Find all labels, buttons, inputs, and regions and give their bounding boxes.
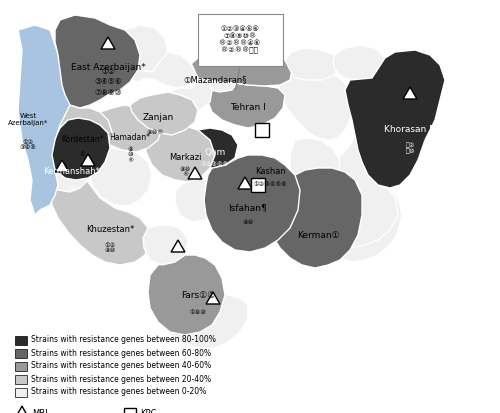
Polygon shape (206, 292, 220, 304)
Polygon shape (200, 72, 238, 92)
Text: ①②③④⑤⑥: ①②③④⑤⑥ (253, 183, 287, 188)
Text: ①②
⑨⑩: ①② ⑨⑩ (104, 242, 116, 254)
Text: Markazi: Markazi (169, 154, 201, 162)
Polygon shape (130, 52, 198, 88)
Polygon shape (18, 25, 70, 215)
Text: ①Mazandaran§: ①Mazandaran§ (184, 76, 246, 85)
Text: Strains with resistance genes between 0-20%: Strains with resistance genes between 0-… (31, 387, 206, 396)
Text: Strains with resistance genes between 20-40%: Strains with resistance genes between 20… (31, 375, 211, 384)
Text: West
Azerbaijan*: West Azerbaijan* (8, 114, 48, 126)
Polygon shape (130, 92, 198, 135)
Text: Khuzestan*: Khuzestan* (86, 225, 134, 235)
Bar (255, 123, 269, 137)
Text: ⑱②
⑯⑩: ⑱② ⑯⑩ (406, 142, 414, 154)
Polygon shape (175, 178, 218, 222)
Polygon shape (55, 160, 69, 172)
Text: Khorasan R: Khorasan R (384, 126, 436, 135)
Polygon shape (55, 105, 112, 162)
Text: ⑨⑩®: ⑨⑩® (146, 130, 164, 135)
Polygon shape (328, 188, 402, 262)
Text: ①②③④⑤: ①②③④⑤ (201, 162, 229, 168)
Polygon shape (145, 125, 215, 182)
Text: ⑨⑩: ⑨⑩ (242, 219, 254, 225)
Text: Kordestan*: Kordestan* (61, 135, 104, 145)
Text: ①②
③④⑤: ①② ③④⑤ (20, 140, 36, 150)
Text: MBL: MBL (32, 408, 50, 413)
Text: Strains with resistance genes between 40-60%: Strains with resistance genes between 40… (31, 361, 211, 370)
Text: Zanjan: Zanjan (142, 114, 174, 123)
Bar (124, 408, 136, 413)
Text: ①②③④⑤⑥
⑦⑧⑨⑩®
®②®®④⑥
®②®®⑫⑬: ①②③④⑤⑥ ⑦⑧⑨⑩® ®②®®④⑥ ®②®®⑫⑬ (220, 26, 260, 54)
Polygon shape (81, 154, 95, 166)
Polygon shape (290, 138, 340, 190)
Polygon shape (190, 50, 292, 86)
Text: Hamadan*: Hamadan* (110, 133, 150, 142)
Polygon shape (320, 135, 398, 248)
Bar (15, 387, 27, 396)
Polygon shape (16, 406, 28, 413)
Text: ①⑨⑩: ①⑨⑩ (190, 309, 206, 315)
Polygon shape (101, 37, 115, 49)
Text: KPC: KPC (140, 408, 156, 413)
Text: Kashan: Kashan (254, 168, 286, 176)
Polygon shape (150, 292, 248, 348)
Polygon shape (403, 87, 417, 99)
Polygon shape (125, 25, 168, 72)
Bar (251, 178, 265, 192)
Polygon shape (345, 50, 445, 188)
Text: Kerman①: Kerman① (296, 230, 340, 240)
Polygon shape (90, 148, 152, 206)
Text: ⑨
⑩
®: ⑨ ⑩ ® (127, 147, 133, 163)
Bar (15, 375, 27, 384)
Polygon shape (204, 155, 300, 252)
Text: Strains with resistance genes between 80-100%: Strains with resistance genes between 80… (31, 335, 216, 344)
Polygon shape (190, 128, 238, 168)
Polygon shape (238, 177, 252, 189)
Polygon shape (50, 118, 110, 180)
Text: Fars①②: Fars①② (181, 290, 215, 299)
Text: ①: ① (79, 152, 85, 157)
Polygon shape (148, 255, 225, 335)
Polygon shape (55, 15, 140, 108)
Polygon shape (268, 168, 362, 268)
Text: Isfahan¶: Isfahan¶ (228, 204, 268, 213)
Bar (15, 361, 27, 370)
Polygon shape (171, 240, 185, 252)
Text: Tehran Ⅰ: Tehran Ⅰ (230, 104, 266, 112)
Bar (198, 14, 282, 66)
Polygon shape (333, 45, 385, 80)
Text: Qom: Qom (204, 147, 226, 157)
Text: ①②
③④⑤⑥
⑦⑧⑨⑩: ①② ③④⑤⑥ ⑦⑧⑨⑩ (94, 67, 122, 97)
Polygon shape (208, 83, 285, 128)
Text: Strains with resistance genes between 60-80%: Strains with resistance genes between 60… (31, 349, 211, 358)
Polygon shape (188, 167, 202, 179)
Text: East Azerbaijan*: East Azerbaijan* (70, 64, 146, 73)
Bar (15, 335, 27, 344)
Bar (15, 349, 27, 358)
Text: ①②: ①② (66, 185, 78, 190)
Text: ⑨⑩
®: ⑨⑩ ® (180, 166, 190, 178)
Polygon shape (285, 48, 340, 80)
Polygon shape (278, 68, 352, 140)
Polygon shape (46, 145, 90, 192)
Polygon shape (50, 178, 150, 265)
Polygon shape (165, 80, 212, 115)
Polygon shape (143, 225, 188, 265)
Polygon shape (100, 105, 162, 152)
Text: Kermanshah*: Kermanshah* (44, 168, 100, 176)
